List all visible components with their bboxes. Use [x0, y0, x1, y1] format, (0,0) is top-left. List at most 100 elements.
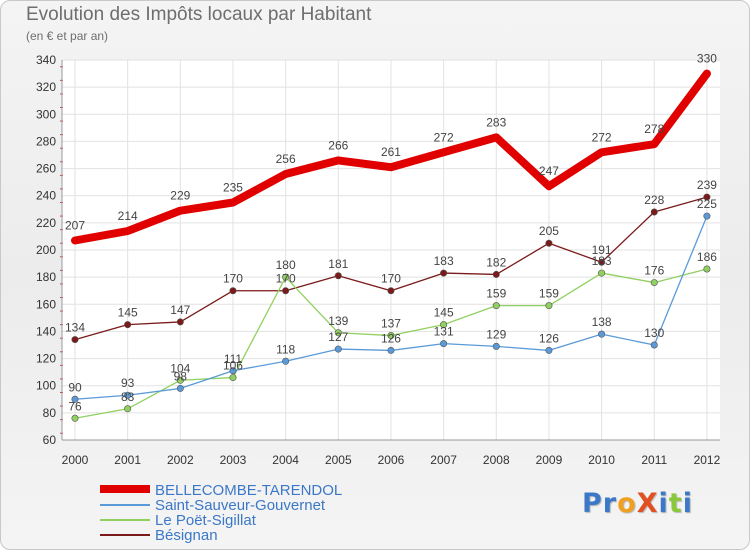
data-label-saint-sauveur-gouvernet: 129	[486, 327, 506, 341]
data-label-le-po-t-sigillat: 83	[121, 390, 135, 404]
logo-letter: P	[582, 488, 603, 519]
data-point-saint-sauveur-gouvernet	[650, 341, 658, 349]
data-label-b-signan: 181	[328, 257, 348, 271]
x-tick-label: 2001	[114, 453, 141, 467]
data-point-saint-sauveur-gouvernet	[229, 367, 237, 375]
data-point-saint-sauveur-gouvernet	[387, 346, 395, 354]
data-point-saint-sauveur-gouvernet	[598, 330, 606, 338]
data-label-saint-sauveur-gouvernet: 118	[276, 342, 295, 356]
data-point-saint-sauveur-gouvernet	[334, 345, 342, 353]
y-tick-label: 320	[36, 80, 56, 94]
data-point-b-signan	[598, 258, 606, 266]
data-point-b-signan	[71, 336, 79, 344]
series-line-bellecombe-tarendol	[71, 69, 711, 245]
data-point-le-po-t-sigillat	[440, 321, 448, 329]
data-label-saint-sauveur-gouvernet: 131	[434, 325, 454, 339]
data-label-b-signan: 228	[644, 193, 664, 207]
data-point-le-po-t-sigillat	[650, 279, 658, 287]
data-point-b-signan	[176, 318, 184, 326]
data-point-le-po-t-sigillat	[598, 269, 606, 277]
x-tick-label: 2007	[430, 453, 457, 467]
logo-letter: i	[682, 488, 693, 519]
x-tick-label: 2004	[272, 453, 299, 467]
data-point-saint-sauveur-gouvernet	[282, 357, 290, 365]
data-label-le-po-t-sigillat: 176	[644, 264, 664, 278]
x-tick-label: 2012	[694, 453, 721, 467]
data-label-saint-sauveur-gouvernet: 126	[539, 331, 559, 345]
y-tick-label: 340	[36, 53, 56, 67]
y-tick-label: 200	[36, 243, 56, 257]
data-label-saint-sauveur-gouvernet: 130	[644, 326, 664, 340]
data-point-saint-sauveur-gouvernet	[71, 395, 79, 403]
data-label-b-signan: 182	[486, 255, 506, 269]
data-point-le-po-t-sigillat	[492, 302, 500, 310]
data-label-bellecombe-tarendol: 214	[118, 209, 138, 223]
legend-swatch-bellecombe	[100, 485, 150, 493]
data-point-saint-sauveur-gouvernet	[703, 212, 711, 220]
y-tick-label: 280	[36, 134, 56, 148]
data-point-b-signan	[282, 287, 290, 295]
data-point-le-po-t-sigillat	[124, 405, 132, 413]
data-label-bellecombe-tarendol: 207	[65, 219, 85, 233]
data-label-b-signan: 191	[592, 243, 612, 257]
data-label-b-signan: 239	[697, 178, 717, 192]
data-label-bellecombe-tarendol: 261	[381, 145, 401, 159]
chart-subtitle: (en € et par an)	[26, 29, 109, 43]
data-label-b-signan: 147	[170, 303, 190, 317]
data-label-b-signan: 145	[118, 306, 138, 320]
data-label-b-signan: 170	[276, 272, 296, 286]
data-point-b-signan	[334, 272, 342, 280]
legend-swatch-poet-sigillat	[100, 519, 150, 521]
data-point-b-signan	[545, 239, 553, 247]
legend-label-poet-sigillat: Le Poët-Sigillat	[155, 512, 256, 529]
x-tick-label: 2008	[483, 453, 510, 467]
data-label-saint-sauveur-gouvernet: 111	[224, 352, 243, 366]
data-label-bellecombe-tarendol: 266	[328, 138, 348, 152]
data-point-b-signan	[650, 208, 658, 216]
data-label-le-po-t-sigillat: 137	[381, 317, 401, 331]
data-label-bellecombe-tarendol: 256	[276, 152, 296, 166]
data-label-bellecombe-tarendol: 229	[170, 189, 190, 203]
data-label-le-po-t-sigillat: 139	[328, 314, 348, 328]
proxiti-logo: ProXiti	[582, 488, 693, 519]
data-point-saint-sauveur-gouvernet	[492, 342, 500, 350]
data-label-b-signan: 170	[381, 272, 401, 286]
x-tick-label: 2005	[325, 453, 352, 467]
y-tick-label: 300	[36, 107, 56, 121]
data-label-le-po-t-sigillat: 180	[276, 258, 296, 272]
y-tick-label: 260	[36, 162, 56, 176]
data-point-b-signan	[440, 269, 448, 277]
data-label-bellecombe-tarendol: 235	[223, 181, 243, 195]
data-point-b-signan	[387, 287, 395, 295]
y-tick-label: 220	[36, 216, 56, 230]
data-point-le-po-t-sigillat	[282, 273, 290, 281]
data-point-saint-sauveur-gouvernet	[124, 391, 132, 399]
logo-letter: X	[636, 488, 659, 519]
data-label-bellecombe-tarendol: 247	[539, 164, 559, 178]
data-point-le-po-t-sigillat	[545, 302, 553, 310]
x-tick-label: 2009	[536, 453, 563, 467]
data-label-saint-sauveur-gouvernet: 127	[328, 330, 348, 344]
x-tick-label: 2011	[641, 453, 667, 467]
y-tick-label: 180	[36, 270, 56, 284]
data-label-bellecombe-tarendol: 272	[434, 130, 454, 144]
legend-label-saint-sauveur: Saint-Sauveur-Gouvernet	[155, 497, 326, 514]
data-label-bellecombe-tarendol: 283	[486, 115, 506, 129]
data-label-saint-sauveur-gouvernet: 138	[592, 315, 612, 329]
data-label-le-po-t-sigillat: 106	[223, 359, 243, 373]
logo-letter: t	[668, 488, 683, 519]
data-label-le-po-t-sigillat: 186	[697, 250, 717, 264]
logo-letter: r	[602, 488, 618, 519]
data-label-le-po-t-sigillat: 183	[592, 254, 612, 268]
data-point-b-signan	[492, 270, 500, 278]
x-tick-label: 2000	[62, 453, 89, 467]
data-point-saint-sauveur-gouvernet	[440, 340, 448, 348]
data-point-b-signan	[229, 287, 237, 295]
chart-title: Evolution des Impôts locaux par Habitant	[26, 4, 372, 25]
x-tick-label: 2010	[588, 453, 615, 467]
y-tick-label: 80	[43, 406, 57, 420]
data-label-bellecombe-tarendol: 272	[592, 130, 612, 144]
y-tick-label: 100	[36, 379, 56, 393]
data-label-le-po-t-sigillat: 145	[434, 306, 454, 320]
